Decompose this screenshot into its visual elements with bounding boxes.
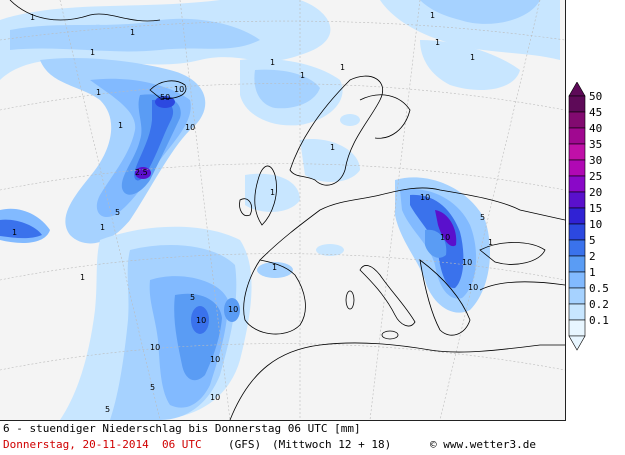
contour-label: 1 xyxy=(270,58,275,67)
legend-swatch xyxy=(568,191,586,209)
contour-label: 1 xyxy=(12,228,17,237)
contour-label: 10 xyxy=(210,393,220,402)
contour-label: 1 xyxy=(130,28,135,37)
legend-label: 25 xyxy=(589,170,603,183)
legend-label: 5 xyxy=(589,234,596,247)
legend-label: 1 xyxy=(589,266,596,279)
legend-label: 15 xyxy=(589,202,603,215)
legend-swatch xyxy=(568,159,586,177)
contour-label: 10 xyxy=(228,305,238,314)
legend-swatch xyxy=(568,127,586,145)
caption-valid-time: Donnerstag, 20-11-2014 06 UTC xyxy=(3,438,202,451)
contour-label: 10 xyxy=(468,283,478,292)
legend-bar xyxy=(568,82,586,351)
legend-swatch xyxy=(568,175,586,193)
legend-label: 10 xyxy=(589,218,603,231)
contour-label: 1 xyxy=(430,11,435,20)
legend-swatch xyxy=(568,271,586,289)
legend-label: 2 xyxy=(589,250,596,263)
contour-label: 5 xyxy=(190,293,195,302)
contour-label: 1 xyxy=(272,263,277,272)
contour-labels: 1 1 1 1 1 50 10 10 2.5 5 1 1 1 5 10 10 1… xyxy=(12,11,493,414)
contour-label: 1 xyxy=(80,273,85,282)
contour-label: 10 xyxy=(440,233,450,242)
contour-label: 5 xyxy=(480,213,485,222)
legend-swatch xyxy=(568,207,586,225)
contour-label: 10 xyxy=(174,85,184,94)
contour-label: 1 xyxy=(470,53,475,62)
legend-label: 35 xyxy=(589,138,603,151)
caption-run: (Mittwoch 12 + 18) xyxy=(272,438,392,451)
legend-swatch xyxy=(568,95,586,113)
color-legend: 50 45 40 35 30 25 20 15 10 5 2 1 0.5 0.2 0.1 xyxy=(567,82,625,352)
legend-swatch xyxy=(568,255,586,273)
contour-label: 5 xyxy=(150,383,155,392)
contour-label: 10 xyxy=(462,258,472,267)
contour-label: 1 xyxy=(90,48,95,57)
map-canvas: 1 1 1 1 1 50 10 10 2.5 5 1 1 1 5 10 10 1… xyxy=(0,0,565,420)
contour-label: 1 xyxy=(340,63,345,72)
contour-label: 5 xyxy=(105,405,110,414)
contour-label: 10 xyxy=(420,193,430,202)
graticule xyxy=(0,0,565,420)
legend-label: 20 xyxy=(589,186,603,199)
legend-swatch xyxy=(568,239,586,257)
contour-label: 5 xyxy=(115,208,120,217)
precipitation-areas xyxy=(0,0,560,420)
precipitation-map: 1 1 1 1 1 50 10 10 2.5 5 1 1 1 5 10 10 1… xyxy=(0,0,566,421)
legend-label: 0.2 xyxy=(589,298,609,311)
legend-label: 30 xyxy=(589,154,603,167)
copyright-icon: © xyxy=(430,438,437,451)
contour-label: 1 xyxy=(435,38,440,47)
legend-swatch xyxy=(568,223,586,241)
legend-swatch xyxy=(568,111,586,129)
contour-label: 1 xyxy=(100,223,105,232)
legend-label: 40 xyxy=(589,122,603,135)
contour-label: 1 xyxy=(488,238,493,247)
legend-label: 0.5 xyxy=(589,282,609,295)
contour-label: 10 xyxy=(210,355,220,364)
contour-label: 1 xyxy=(96,88,101,97)
contour-label: 50 xyxy=(160,93,170,102)
credit-text: www.wetter3.de xyxy=(443,438,536,451)
legend-swatch xyxy=(568,319,586,337)
legend-label: 45 xyxy=(589,106,603,119)
caption-title: 6 - stuendiger Niederschlag bis Donnerst… xyxy=(3,422,361,435)
contour-label: 1 xyxy=(30,13,35,22)
legend-label: 50 xyxy=(589,90,603,103)
contour-label: 1 xyxy=(330,143,335,152)
contour-label: 1 xyxy=(118,121,123,130)
map-caption: 6 - stuendiger Niederschlag bis Donnerst… xyxy=(0,421,625,455)
legend-swatch xyxy=(568,303,586,321)
contour-label: 1 xyxy=(270,188,275,197)
coastlines xyxy=(9,0,565,420)
contour-label: 10 xyxy=(196,316,206,325)
credit: © www.wetter3.de xyxy=(430,438,536,451)
caption-model: (GFS) xyxy=(228,438,262,451)
contour-label: 1 xyxy=(300,71,305,80)
legend-label: 0.1 xyxy=(589,314,609,327)
legend-swatch xyxy=(568,143,586,161)
contour-label: 10 xyxy=(185,123,195,132)
legend-swatch xyxy=(568,287,586,305)
contour-label: 2.5 xyxy=(135,168,148,177)
contour-label: 10 xyxy=(150,343,160,352)
